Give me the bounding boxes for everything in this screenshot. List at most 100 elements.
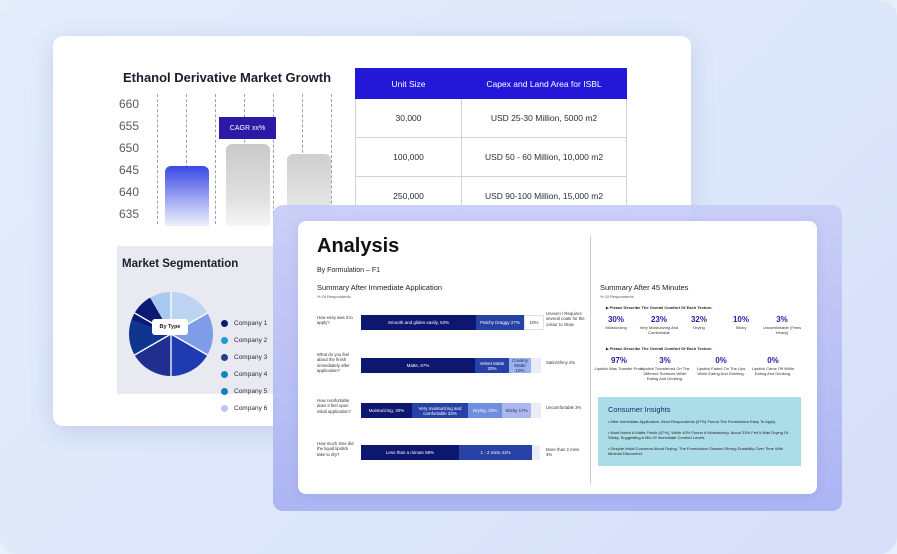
table-row: 30,000 USD 25-30 Million, 5000 m2 xyxy=(355,98,627,138)
response-bar-segment xyxy=(531,403,541,418)
response-bar-segment: Drying, 20% xyxy=(468,403,502,418)
bar-chart-title: Ethanol Derivative Market Growth xyxy=(123,70,332,85)
legend-label: Company 1 xyxy=(234,320,268,327)
insight-item: • Most Noted A Matte Finish (67%), While… xyxy=(608,430,789,441)
legend-swatch xyxy=(221,337,228,344)
insight-item: • After Immediate Application, Most Resp… xyxy=(608,419,776,424)
section-divider xyxy=(590,236,591,484)
grid-line xyxy=(215,94,216,224)
legend-item: Company 1 xyxy=(221,320,267,327)
insight-text: After Immediate Application, Most Respon… xyxy=(610,419,776,424)
stat-label: Uncomfortable (Feels Heavy) xyxy=(762,325,802,335)
insight-text: Despite Initial Concerns About Drying, T… xyxy=(608,446,783,457)
question-text: How comfortable does it feel upon initia… xyxy=(317,398,351,414)
response-bar-segment: Creamy Matte 10% xyxy=(509,358,531,373)
legend-item: Company 4 xyxy=(221,371,267,378)
legend-item: Company 5 xyxy=(221,388,267,395)
stat-label: Moisturizing xyxy=(605,325,627,330)
consumer-insights-box: Consumer Insights • After Immediate Appl… xyxy=(598,397,801,466)
capex-table: Unit Size Capex and Land Area for ISBL 3… xyxy=(355,68,627,216)
stat-label: Sticky xyxy=(735,325,747,330)
table-cell: 100,000 xyxy=(355,137,462,177)
column-header: Capex and Land Area for ISBL xyxy=(461,68,627,99)
legend-item: Company 3 xyxy=(221,354,267,361)
table-header-row: Unit Size Capex and Land Area for ISBL xyxy=(355,68,627,99)
response-bar-segment: Sticky 17% xyxy=(502,403,531,418)
response-bar-segment xyxy=(531,358,541,373)
legend-label: Company 5 xyxy=(234,388,268,395)
response-bar-segment: 1 - 2 mins 41% xyxy=(459,445,532,460)
question-text: What do you feel about the finish immedi… xyxy=(317,352,350,374)
grid-line xyxy=(186,94,187,224)
response-end-label: Uneven / Requires several coats for the … xyxy=(546,311,585,327)
grid-line xyxy=(273,94,274,224)
stat-label: Lipstick Was Transfer Proof xyxy=(594,366,644,371)
response-bar-segment: Velvet Matte 20% xyxy=(475,358,509,373)
stat-percent: 3% xyxy=(659,356,671,365)
response-end-label: Satin/Shiny 2% xyxy=(546,360,576,365)
legend-swatch xyxy=(221,371,228,378)
cagr-badge: CAGR xx% xyxy=(219,117,276,139)
right-section-title: Summary After 45 Minutes xyxy=(600,283,689,292)
y-tick: 655 xyxy=(118,119,139,133)
bar-2 xyxy=(226,144,270,226)
response-bar-segment: Patchy Draggy 27% xyxy=(476,315,524,330)
response-bar-segment: Very moisturizing and comfortable 33% xyxy=(412,403,468,418)
question-heading: Please Describe The Overall Comfort Of E… xyxy=(606,346,713,351)
question-heading: Please Describe The Overall Comfort Of E… xyxy=(606,305,713,310)
legend-label: Company 6 xyxy=(234,405,268,412)
analysis-card: Analysis By Formulation – F1 Summary Aft… xyxy=(298,221,817,494)
stat-percent: 32% xyxy=(690,315,707,324)
legend-swatch xyxy=(221,388,228,395)
stat-label: Lipstick Came Off While Eating And Drink… xyxy=(751,366,795,376)
stat-percent: 3% xyxy=(776,315,788,324)
analysis-subtitle: By Formulation – F1 xyxy=(317,267,381,274)
response-bar-segment: Less than a minute 58% xyxy=(361,445,459,460)
left-section-title: Summary After Immediate Application xyxy=(317,283,443,292)
response-end-label: Uncomfortable 3% xyxy=(546,405,582,410)
response-bar-segment xyxy=(532,445,540,460)
segmentation-title: Market Segmentation xyxy=(122,258,239,270)
stat-percent: 10% xyxy=(732,315,749,324)
insight-item: • Despite Initial Concerns About Drying,… xyxy=(608,446,783,457)
right-section-sub: % Of Respondents xyxy=(600,294,634,299)
stat-label: Lipstick Faded On The Lips While Eating … xyxy=(696,366,746,376)
table-cell: USD 25-30 Million, 5000 m2 xyxy=(461,98,627,138)
grid-line xyxy=(331,94,332,224)
legend-swatch xyxy=(221,354,228,361)
response-bar-segment: Matte, 67% xyxy=(361,358,475,373)
table-cell: 30,000 xyxy=(355,98,462,138)
legend-swatch xyxy=(221,320,228,327)
left-section-sub: % Of Respondents xyxy=(317,294,351,299)
stat-label: Very Moisturizing And Comfortable xyxy=(639,325,679,335)
question-text: How much time did the liquid lipstick ta… xyxy=(317,441,354,457)
stat-percent: 23% xyxy=(650,315,667,324)
stat-label: Lipstick Transferred On The Different Su… xyxy=(640,366,690,381)
stat-percent: 0% xyxy=(767,356,779,365)
response-bar-segment: 10% xyxy=(524,315,544,330)
y-tick: 650 xyxy=(118,141,139,155)
legend-item: Company 2 xyxy=(221,337,267,344)
insights-title: Consumer Insights xyxy=(608,405,671,414)
insight-text: Most Noted A Matte Finish (67%), While 4… xyxy=(608,430,789,441)
y-tick: 660 xyxy=(118,97,139,111)
legend-label: Company 3 xyxy=(234,354,268,361)
legend-item: Company 6 xyxy=(221,405,267,412)
grid-line xyxy=(157,94,158,224)
legend-swatch xyxy=(221,405,228,412)
pie-center-label: By Type xyxy=(152,319,188,335)
legend-label: Company 4 xyxy=(234,371,268,378)
response-bar-segment: Smooth and glides easily, 63% xyxy=(361,315,476,330)
stat-percent: 0% xyxy=(715,356,727,365)
bar-1 xyxy=(165,166,209,226)
response-end-label: More than 2 mins 3% xyxy=(546,447,580,458)
y-tick: 645 xyxy=(118,163,139,177)
y-tick: 635 xyxy=(118,207,139,221)
question-text: How easy was it to apply? xyxy=(317,315,353,326)
legend-label: Company 2 xyxy=(234,337,268,344)
response-bar-segment: Moisturizing, 30% xyxy=(361,403,412,418)
column-header: Unit Size xyxy=(355,68,462,99)
stat-percent: 30% xyxy=(607,315,624,324)
table-row: 100,000 USD 50 - 60 Million, 10,000 m2 xyxy=(355,137,627,177)
analysis-title: Analysis xyxy=(317,235,400,257)
